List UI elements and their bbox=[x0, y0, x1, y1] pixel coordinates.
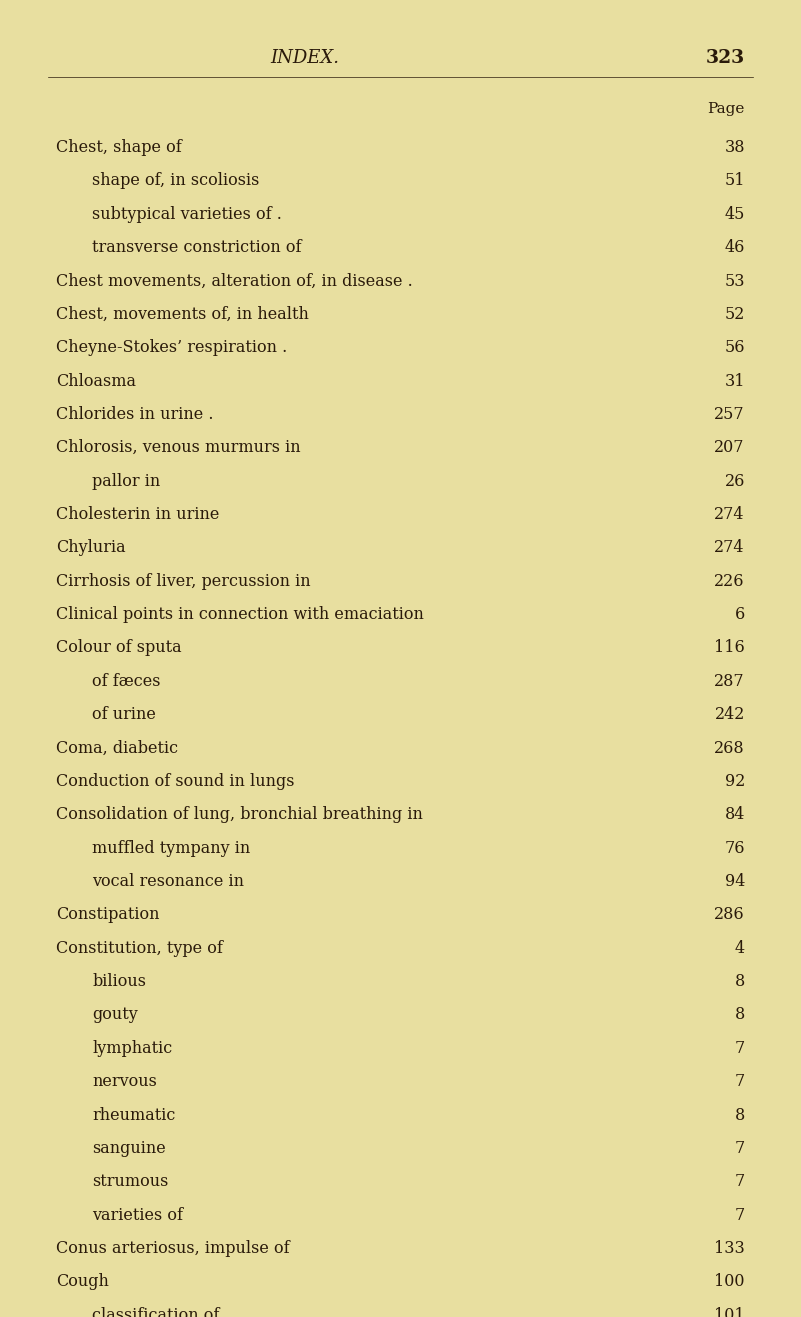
Text: 7: 7 bbox=[735, 1040, 745, 1056]
Text: Cough: Cough bbox=[56, 1274, 109, 1291]
Text: rheumatic: rheumatic bbox=[92, 1106, 175, 1123]
Text: 53: 53 bbox=[724, 273, 745, 290]
Text: 51: 51 bbox=[724, 173, 745, 190]
Text: shape of, in scoliosis: shape of, in scoliosis bbox=[92, 173, 260, 190]
Text: Cirrhosis of liver, percussion in: Cirrhosis of liver, percussion in bbox=[56, 573, 311, 590]
Text: Chyluria: Chyluria bbox=[56, 540, 126, 556]
Text: Coma, diabetic: Coma, diabetic bbox=[56, 740, 178, 756]
Text: bilious: bilious bbox=[92, 973, 146, 990]
Text: classification of: classification of bbox=[92, 1306, 219, 1317]
Text: 45: 45 bbox=[725, 205, 745, 223]
Text: sanguine: sanguine bbox=[92, 1141, 166, 1156]
Text: 101: 101 bbox=[714, 1306, 745, 1317]
Text: 8: 8 bbox=[735, 1106, 745, 1123]
Text: 94: 94 bbox=[725, 873, 745, 890]
Text: transverse constriction of: transverse constriction of bbox=[92, 240, 302, 255]
Text: 100: 100 bbox=[714, 1274, 745, 1291]
Text: Chest movements, alteration of, in disease .: Chest movements, alteration of, in disea… bbox=[56, 273, 413, 290]
Text: Constitution, type of: Constitution, type of bbox=[56, 940, 223, 956]
Text: 116: 116 bbox=[714, 640, 745, 656]
Text: 7: 7 bbox=[735, 1073, 745, 1090]
Text: Chlorides in urine .: Chlorides in urine . bbox=[56, 406, 214, 423]
Text: vocal resonance in: vocal resonance in bbox=[92, 873, 244, 890]
Text: strumous: strumous bbox=[92, 1173, 168, 1191]
Text: 38: 38 bbox=[724, 140, 745, 155]
Text: 286: 286 bbox=[714, 906, 745, 923]
Text: 56: 56 bbox=[724, 340, 745, 356]
Text: varieties of: varieties of bbox=[92, 1206, 183, 1223]
Text: gouty: gouty bbox=[92, 1006, 138, 1023]
Text: 92: 92 bbox=[725, 773, 745, 790]
Text: of urine: of urine bbox=[92, 706, 156, 723]
Text: 8: 8 bbox=[735, 973, 745, 990]
Text: 84: 84 bbox=[725, 806, 745, 823]
Text: 7: 7 bbox=[735, 1206, 745, 1223]
Text: Clinical points in connection with emaciation: Clinical points in connection with emaci… bbox=[56, 606, 424, 623]
Text: Chloasma: Chloasma bbox=[56, 373, 136, 390]
Text: muffled tympany in: muffled tympany in bbox=[92, 840, 251, 856]
Text: subtypical varieties of .: subtypical varieties of . bbox=[92, 205, 282, 223]
Text: 268: 268 bbox=[714, 740, 745, 756]
Text: 274: 274 bbox=[714, 506, 745, 523]
Text: Conus arteriosus, impulse of: Conus arteriosus, impulse of bbox=[56, 1241, 290, 1256]
Text: 226: 226 bbox=[714, 573, 745, 590]
Text: Chest, movements of, in health: Chest, movements of, in health bbox=[56, 306, 309, 323]
Text: Conduction of sound in lungs: Conduction of sound in lungs bbox=[56, 773, 295, 790]
Text: Consolidation of lung, bronchial breathing in: Consolidation of lung, bronchial breathi… bbox=[56, 806, 423, 823]
Text: 7: 7 bbox=[735, 1141, 745, 1156]
Text: Cholesterin in urine: Cholesterin in urine bbox=[56, 506, 219, 523]
Text: 46: 46 bbox=[725, 240, 745, 255]
Text: Cheyne-Stokes’ respiration .: Cheyne-Stokes’ respiration . bbox=[56, 340, 288, 356]
Text: Chest, shape of: Chest, shape of bbox=[56, 140, 182, 155]
Text: nervous: nervous bbox=[92, 1073, 157, 1090]
Text: 7: 7 bbox=[735, 1173, 745, 1191]
Text: INDEX.: INDEX. bbox=[270, 49, 339, 67]
Text: 6: 6 bbox=[735, 606, 745, 623]
Text: Colour of sputa: Colour of sputa bbox=[56, 640, 182, 656]
Text: 52: 52 bbox=[725, 306, 745, 323]
Text: lymphatic: lymphatic bbox=[92, 1040, 172, 1056]
Text: 287: 287 bbox=[714, 673, 745, 690]
Text: 257: 257 bbox=[714, 406, 745, 423]
Text: Constipation: Constipation bbox=[56, 906, 159, 923]
Text: of fæces: of fæces bbox=[92, 673, 161, 690]
Text: 26: 26 bbox=[725, 473, 745, 490]
Text: 133: 133 bbox=[714, 1241, 745, 1256]
Text: 31: 31 bbox=[724, 373, 745, 390]
Text: pallor in: pallor in bbox=[92, 473, 160, 490]
Text: 323: 323 bbox=[706, 49, 745, 67]
Text: 76: 76 bbox=[724, 840, 745, 856]
Text: 242: 242 bbox=[714, 706, 745, 723]
Text: 207: 207 bbox=[714, 440, 745, 456]
Text: 274: 274 bbox=[714, 540, 745, 556]
Text: 8: 8 bbox=[735, 1006, 745, 1023]
Text: 4: 4 bbox=[735, 940, 745, 956]
Text: Page: Page bbox=[707, 103, 745, 116]
Text: Chlorosis, venous murmurs in: Chlorosis, venous murmurs in bbox=[56, 440, 300, 456]
